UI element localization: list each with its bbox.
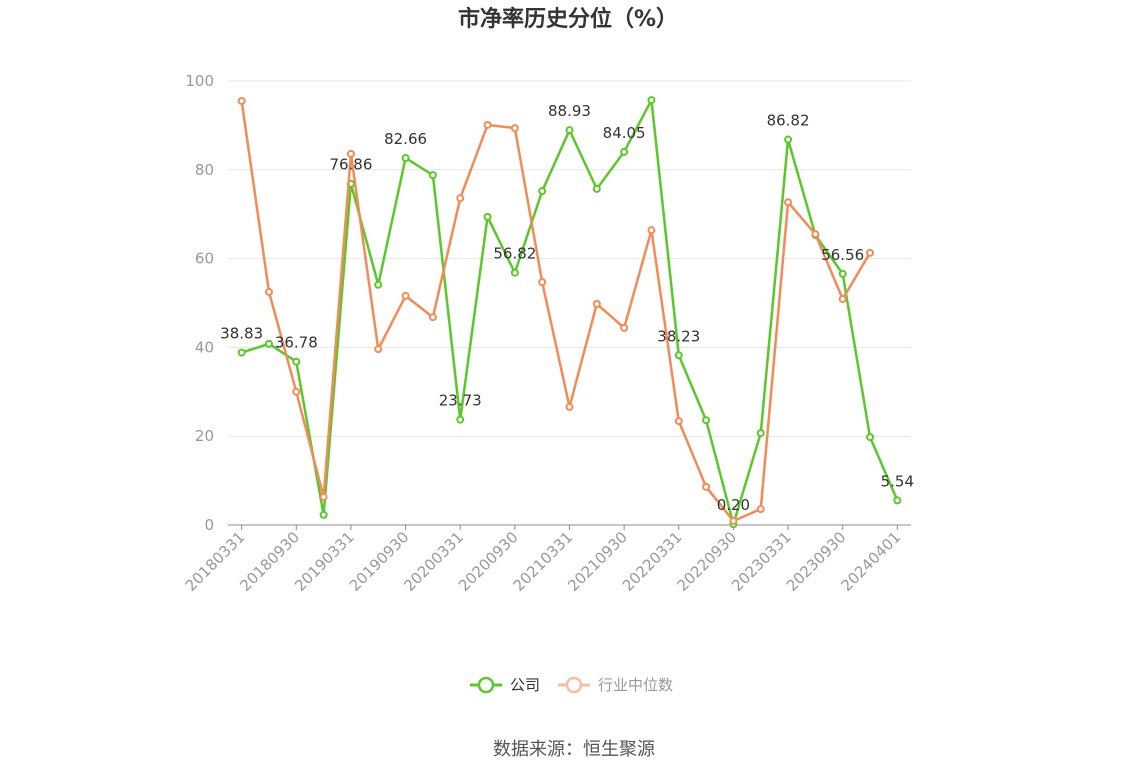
series-group: [237, 96, 902, 529]
series-point-industry-median[interactable]: [647, 226, 656, 235]
data-label: 0.20: [717, 496, 750, 514]
series-point-industry-median[interactable]: [319, 493, 328, 502]
series-point-industry-median[interactable]: [729, 517, 738, 526]
series-point-company[interactable]: [893, 496, 902, 505]
legend-label-industry-median: 行业中位数: [598, 676, 673, 694]
series-point-company[interactable]: [456, 415, 465, 424]
series-point-industry-median[interactable]: [483, 120, 492, 129]
series-point-company[interactable]: [292, 357, 301, 366]
legend-label-company: 公司: [510, 676, 540, 694]
y-tick-label: 60: [195, 250, 214, 268]
series-point-industry-median[interactable]: [866, 248, 875, 257]
data-label: 23.73: [439, 392, 482, 410]
series-point-industry-median[interactable]: [538, 278, 547, 287]
y-tick-label: 80: [195, 161, 214, 179]
y-axis: 0 20 40 60 80 100: [185, 72, 214, 534]
series-point-company[interactable]: [401, 153, 410, 162]
series-point-company[interactable]: [483, 212, 492, 221]
series-point-industry-median[interactable]: [620, 323, 629, 332]
legend-circle-icon: [565, 676, 583, 694]
legend-circle-icon: [477, 676, 495, 694]
data-label: 84.05: [603, 124, 646, 142]
data-label: 38.83: [220, 325, 263, 343]
series-point-company[interactable]: [319, 510, 328, 519]
series-line-industry-median: [240, 100, 872, 523]
series-point-company[interactable]: [428, 171, 437, 180]
series-point-industry-median[interactable]: [838, 295, 847, 304]
series-point-industry-median[interactable]: [784, 198, 793, 207]
x-axis: 2018033120180930201903312019093020200331…: [182, 524, 911, 595]
series-point-industry-median[interactable]: [292, 387, 301, 396]
series-point-company[interactable]: [565, 126, 574, 135]
series-point-company[interactable]: [756, 429, 765, 438]
series-point-company[interactable]: [592, 184, 601, 193]
series-point-industry-median[interactable]: [374, 345, 383, 354]
series-point-industry-median[interactable]: [264, 287, 273, 296]
data-label: 38.23: [657, 327, 700, 345]
y-grid: [228, 80, 911, 437]
y-tick-label: 100: [185, 72, 214, 90]
legend: 公司 行业中位数: [470, 676, 673, 694]
series-point-industry-median[interactable]: [674, 417, 683, 426]
series-point-company[interactable]: [237, 348, 246, 357]
chart-title: 市净率历史分位（%）: [458, 6, 678, 32]
series-point-company[interactable]: [538, 187, 547, 196]
data-label: 56.56: [821, 246, 864, 264]
data-label: 86.82: [767, 112, 810, 130]
y-tick-label: 40: [195, 338, 214, 356]
data-label: 5.54: [881, 472, 914, 490]
series-point-company[interactable]: [838, 269, 847, 278]
data-source: 数据来源：恒生聚源: [493, 739, 655, 760]
data-label: 76.86: [329, 156, 372, 174]
series-point-industry-median[interactable]: [592, 299, 601, 308]
series-point-industry-median[interactable]: [346, 149, 355, 158]
x-tick-label: 20240401: [837, 528, 904, 595]
data-labels: 38.83 36.78 76.86 82.66 23.73 56.82 88.93 84.05…: [220, 102, 914, 514]
series-point-company[interactable]: [674, 351, 683, 360]
series-point-industry-median[interactable]: [237, 96, 246, 105]
series-point-industry-median[interactable]: [756, 505, 765, 514]
legend-item-company[interactable]: 公司: [470, 676, 540, 694]
data-label: 36.78: [275, 334, 318, 352]
y-tick-label: 0: [204, 516, 214, 534]
legend-item-industry-median[interactable]: 行业中位数: [558, 676, 673, 694]
series-point-company[interactable]: [702, 416, 711, 425]
series-point-company[interactable]: [620, 147, 629, 156]
series-point-company[interactable]: [374, 280, 383, 289]
series-point-industry-median[interactable]: [510, 124, 519, 133]
series-point-industry-median[interactable]: [702, 482, 711, 491]
series-point-company[interactable]: [866, 433, 875, 442]
series-point-company[interactable]: [784, 135, 793, 144]
data-label: 88.93: [548, 102, 591, 120]
data-label: 82.66: [384, 130, 427, 148]
series-point-industry-median[interactable]: [428, 313, 437, 322]
series-point-industry-median[interactable]: [456, 194, 465, 203]
series-point-industry-median[interactable]: [811, 230, 820, 239]
series-point-company[interactable]: [264, 339, 273, 348]
series-point-company[interactable]: [647, 96, 656, 105]
series-point-industry-median[interactable]: [401, 291, 410, 300]
y-tick-label: 20: [195, 427, 214, 445]
series-point-company[interactable]: [510, 268, 519, 277]
data-label: 56.82: [493, 245, 536, 263]
series-point-industry-median[interactable]: [565, 402, 574, 411]
